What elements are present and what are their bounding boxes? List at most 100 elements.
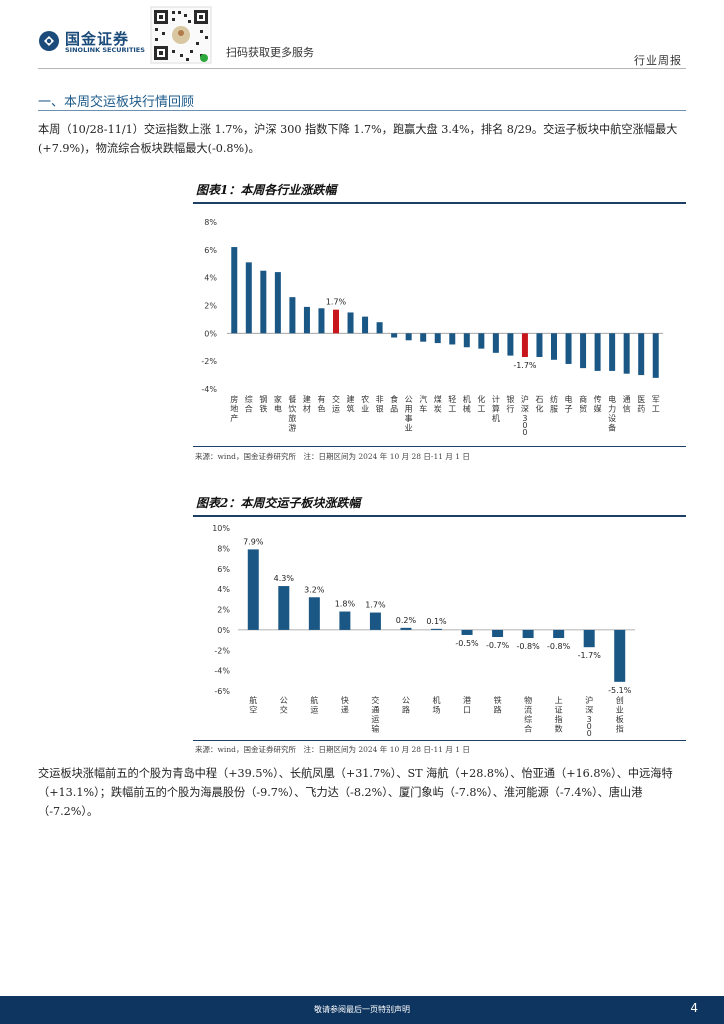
bar xyxy=(362,316,369,334)
x-tick-label: 纺服 xyxy=(550,394,558,414)
x-tick-label: 物流综合 xyxy=(524,695,532,734)
figure2-source: 来源：wind，国金证券研究所 注：日期区间为 2024 年 10 月 28 日… xyxy=(195,745,470,754)
logo-english-name: SINOLINK SECURITIES xyxy=(65,46,145,54)
data-label: 3.2% xyxy=(304,585,325,594)
x-tick-label: 房地产 xyxy=(230,394,238,423)
x-tick-label: 农业 xyxy=(361,394,369,414)
x-tick-label: 有色 xyxy=(317,394,325,414)
x-tick-label: 医药 xyxy=(637,395,645,414)
x-tick-label: 石化 xyxy=(535,395,543,414)
bar xyxy=(507,333,514,356)
svg-text:航: 航 xyxy=(249,695,257,705)
svg-text:通: 通 xyxy=(623,394,631,404)
bar xyxy=(609,333,616,371)
qr-code-icon[interactable] xyxy=(150,6,212,64)
svg-text:3: 3 xyxy=(522,414,527,423)
bar xyxy=(434,333,441,344)
svg-text:医: 医 xyxy=(637,395,645,404)
svg-text:纺: 纺 xyxy=(550,394,558,404)
x-tick-label: 公路 xyxy=(402,696,410,715)
x-tick-label: 公交 xyxy=(280,696,288,715)
svg-text:地: 地 xyxy=(230,404,238,414)
header-divider xyxy=(38,68,686,69)
y-tick-label: -4% xyxy=(201,385,217,394)
svg-text:机: 机 xyxy=(463,394,471,404)
bar xyxy=(347,312,354,334)
svg-text:交: 交 xyxy=(280,705,288,715)
qr-caption: 扫码获取更多服务 xyxy=(226,46,314,59)
y-tick-label: -6% xyxy=(214,687,230,696)
x-tick-label: 机场 xyxy=(433,695,441,715)
bar xyxy=(431,628,442,630)
figure2-title: 图表2：本周交运子板块涨跌幅 xyxy=(196,496,361,510)
y-tick-label: 6% xyxy=(217,565,230,574)
y-tick-label: 6% xyxy=(204,246,217,255)
y-tick-label: 4% xyxy=(217,585,230,594)
bar xyxy=(376,322,383,334)
bar xyxy=(638,333,645,376)
svg-text:业: 业 xyxy=(405,423,413,433)
svg-text:工: 工 xyxy=(477,405,485,414)
x-tick-label: 钢铁 xyxy=(259,394,267,414)
x-tick-label: 汽车 xyxy=(419,394,427,414)
data-label: -0.7% xyxy=(486,641,510,650)
svg-text:用: 用 xyxy=(405,405,413,414)
svg-text:机: 机 xyxy=(492,413,500,423)
y-tick-label: 8% xyxy=(217,544,230,553)
svg-text:交: 交 xyxy=(332,394,340,404)
figure1-top-rule xyxy=(193,202,686,204)
y-tick-label: 10% xyxy=(212,524,230,533)
y-tick-label: -4% xyxy=(214,667,230,676)
report-type: 行业周报 xyxy=(634,54,682,67)
svg-text:证: 证 xyxy=(555,706,563,715)
svg-text:力: 力 xyxy=(608,404,616,414)
bar xyxy=(583,629,595,648)
svg-text:传: 传 xyxy=(594,394,602,404)
svg-text:化: 化 xyxy=(535,404,543,414)
figure1-bottom-rule xyxy=(193,446,686,447)
svg-text:运: 运 xyxy=(310,706,318,715)
bar xyxy=(400,627,412,630)
svg-text:通: 通 xyxy=(371,705,379,715)
svg-text:事: 事 xyxy=(405,413,413,423)
svg-text:材: 材 xyxy=(303,404,311,414)
bar xyxy=(461,629,473,635)
x-tick-label: 化工 xyxy=(477,394,485,414)
y-tick-label: 2% xyxy=(217,606,230,615)
svg-text:物: 物 xyxy=(524,695,532,705)
figure2-bottom-rule xyxy=(193,740,686,741)
x-tick-label: 计算机 xyxy=(492,394,500,423)
svg-text:媒: 媒 xyxy=(594,405,602,414)
data-label: 0.2% xyxy=(396,616,417,625)
svg-text:0: 0 xyxy=(587,729,592,738)
data-label: -0.8% xyxy=(547,642,571,651)
svg-text:快: 快 xyxy=(341,695,349,705)
svg-text:石: 石 xyxy=(535,395,543,404)
x-tick-label: 传媒 xyxy=(594,394,602,414)
svg-text:旅: 旅 xyxy=(288,413,296,423)
svg-text:深: 深 xyxy=(521,405,529,414)
x-tick-label: 银行 xyxy=(506,394,514,414)
bar xyxy=(231,247,238,334)
svg-text:机: 机 xyxy=(433,695,441,705)
svg-text:建: 建 xyxy=(347,394,355,404)
data-label: -1.7% xyxy=(513,361,537,370)
svg-text:沪: 沪 xyxy=(521,394,529,404)
figure1-title: 图表1：本周各行业涨跌幅 xyxy=(196,183,337,197)
y-tick-label: 8% xyxy=(204,218,217,227)
x-tick-label: 建材 xyxy=(303,394,311,414)
logo-mark-icon xyxy=(39,31,59,51)
bar xyxy=(420,333,427,342)
y-tick-label: -2% xyxy=(214,646,230,655)
svg-text:工: 工 xyxy=(448,405,456,414)
x-tick-label: 快递 xyxy=(341,695,349,715)
svg-text:业: 业 xyxy=(361,404,369,414)
svg-text:运: 运 xyxy=(371,715,379,724)
svg-text:轻: 轻 xyxy=(448,394,456,404)
svg-text:0: 0 xyxy=(522,421,527,430)
svg-text:0: 0 xyxy=(522,428,527,437)
